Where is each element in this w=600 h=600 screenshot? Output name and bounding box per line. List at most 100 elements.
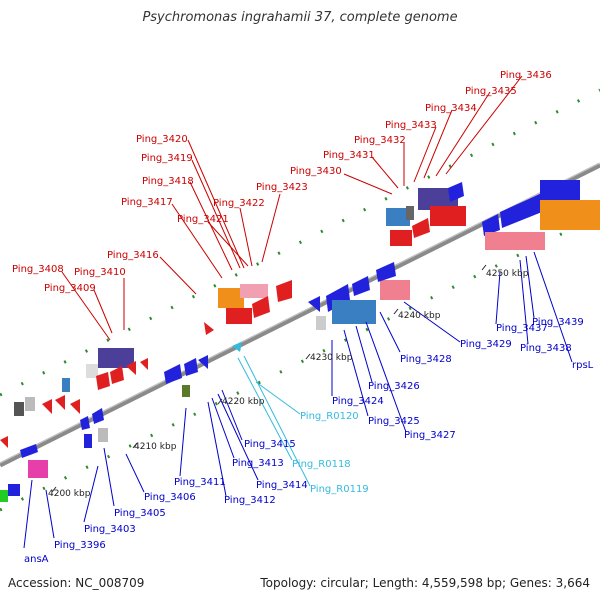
topology-text: Topology: circular; Length: 4,559,598 bp…: [260, 576, 590, 590]
gene-label: Ping_3429: [460, 339, 512, 350]
scale-tick-label: 4200 kbp: [48, 489, 91, 499]
gene-label: Ping_3418: [142, 176, 194, 187]
gene-label: Ping_3415: [244, 439, 296, 450]
gene-label: Ping_3410: [74, 267, 126, 278]
gene-block: [540, 180, 580, 200]
gene-block: [8, 484, 20, 496]
gene-label: Ping_3419: [141, 153, 193, 164]
gene-arrow: [96, 372, 110, 390]
gene-arrow: [198, 355, 208, 369]
gene-label: Ping_3408: [12, 264, 64, 275]
scale-ticks: [51, 264, 487, 493]
outer-dotted-track: [0, 88, 600, 397]
gene-features: [0, 180, 600, 502]
gene-block: [28, 460, 48, 478]
gene-block: [485, 232, 545, 250]
gene-label: Ping_3412: [224, 495, 276, 506]
rna-label: Ping_R0118: [292, 459, 351, 470]
gene-block: [218, 288, 244, 308]
top-strand-labels: Ping_3408 Ping_3409 Ping_3410 Ping_3416 …: [12, 70, 552, 294]
accession-text: Accession: NC_008709: [8, 576, 145, 590]
gene-label: Ping_3428: [400, 354, 452, 365]
gene-block: [14, 402, 24, 416]
gene-block: [84, 434, 92, 448]
gene-label: rpsL: [572, 360, 594, 371]
gene-block: [25, 397, 35, 411]
scale-tick-label: 4230 kbp: [310, 353, 353, 363]
gene-label: Ping_3424: [332, 396, 384, 407]
gene-label: Ping_3437: [496, 323, 548, 334]
gene-block: [182, 385, 190, 397]
gene-label: Ping_3426: [368, 381, 420, 392]
gene-arrow: [232, 342, 242, 352]
gene-label: Ping_3438: [520, 343, 572, 354]
gene-label: Ping_3396: [54, 540, 106, 551]
gene-label: Ping_3405: [114, 508, 166, 519]
gene-block: [240, 284, 268, 298]
gene-arrow: [252, 296, 270, 318]
gene-arrow: [110, 366, 124, 384]
gene-block: [390, 230, 412, 246]
gene-arrow: [276, 280, 292, 302]
gene-label: Ping_3420: [136, 134, 188, 145]
gene-label: Ping_3414: [256, 480, 308, 491]
gene-arrow: [376, 262, 396, 282]
rna-label: Ping_R0120: [300, 411, 359, 422]
gene-label: Ping_3416: [107, 250, 159, 261]
gene-block: [0, 490, 8, 502]
gene-label: Ping_3423: [256, 182, 308, 193]
gene-label: Ping_3425: [368, 416, 420, 427]
gene-label: Ping_3432: [354, 135, 406, 146]
gene-block: [316, 316, 326, 330]
gene-label: Ping_3421: [177, 214, 229, 225]
gene-label: Ping_3434: [425, 103, 477, 114]
gene-block: [226, 308, 252, 324]
gene-block: [62, 378, 70, 392]
gene-block: [86, 364, 98, 378]
scale-tick-label: 4220 kbp: [222, 397, 265, 407]
gene-label: Ping_3430: [290, 166, 342, 177]
gene-label: Ping_3417: [121, 197, 173, 208]
scale-tick-label: 4240 kbp: [398, 311, 441, 321]
gene-label: Ping_3433: [385, 120, 437, 131]
gene-block: [540, 200, 600, 230]
gene-arrow: [184, 358, 198, 376]
bottom-strand-labels: ansA Ping_3396 Ping_3403 Ping_3405 Ping_…: [24, 317, 594, 565]
gene-label: Ping_3409: [44, 283, 96, 294]
label-leader-lines: [23, 75, 573, 549]
gene-label: Ping_3435: [465, 86, 517, 97]
gene-arrow: [482, 214, 500, 236]
gene-arrow: [126, 361, 136, 375]
rna-label: Ping_R0119: [310, 484, 369, 495]
gene-arrow: [204, 322, 214, 335]
gene-arrow: [500, 194, 542, 228]
gene-label: Ping_3436: [500, 70, 552, 81]
gene-arrow: [164, 364, 182, 384]
genome-title: Psychromonas ingrahamii 37, complete gen…: [142, 10, 458, 25]
gene-block: [418, 188, 458, 210]
gene-block: [380, 280, 410, 300]
gene-arrow: [80, 416, 90, 430]
gene-arrow: [352, 276, 370, 296]
gene-block: [430, 206, 466, 226]
gene-arrow: [448, 182, 464, 202]
gene-arrow: [140, 358, 148, 370]
gene-label: Ping_3427: [404, 430, 456, 441]
rna-labels: Ping_R0118 Ping_R0119 Ping_R0120: [292, 411, 369, 495]
gene-label: Ping_3411: [174, 477, 226, 488]
gene-label: ansA: [24, 554, 49, 565]
scale-tick-label: 4250 kbp: [486, 269, 529, 279]
gene-label: Ping_3413: [232, 458, 284, 469]
gene-arrow: [20, 444, 38, 458]
gene-arrow: [42, 399, 52, 414]
gene-arrow: [55, 395, 65, 410]
gene-block: [406, 206, 414, 220]
gene-arrow: [412, 218, 430, 238]
gene-label: Ping_3406: [144, 492, 196, 503]
gene-label: Ping_3403: [84, 524, 136, 535]
scale-tick-label: 4210 kbp: [134, 442, 177, 452]
scale-tick-labels: 4200 kbp 4210 kbp 4220 kbp 4230 kbp 4240…: [48, 269, 529, 499]
gene-block: [98, 348, 134, 368]
gene-block: [332, 300, 376, 324]
gene-arrow: [70, 399, 80, 414]
